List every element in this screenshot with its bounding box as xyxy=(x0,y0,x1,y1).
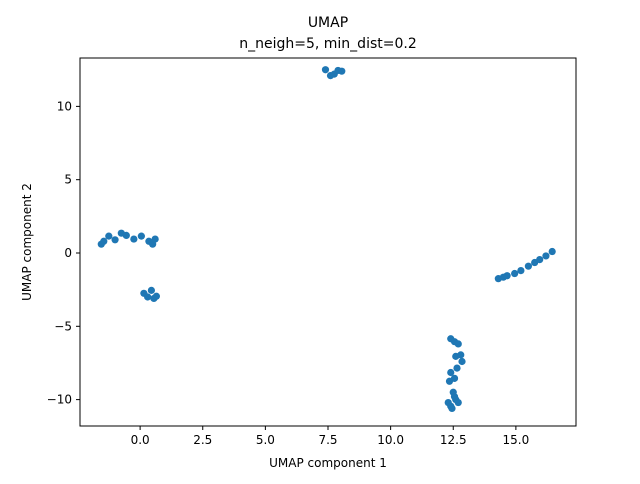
data-point xyxy=(447,368,455,377)
y-tick-label: −10 xyxy=(47,393,72,407)
data-point xyxy=(453,364,461,372)
data-point xyxy=(144,293,152,301)
y-tick-label: 10 xyxy=(57,99,72,113)
data-point xyxy=(130,235,138,243)
data-point xyxy=(147,286,155,294)
chart-subtitle: n_neigh=5, min_dist=0.2 xyxy=(239,36,417,52)
x-tick-label: 0.0 xyxy=(131,433,150,447)
x-tick-label: 2.5 xyxy=(193,433,212,447)
data-point xyxy=(137,232,145,240)
data-point xyxy=(511,269,519,278)
y-tick-label: 5 xyxy=(64,173,72,187)
x-axis-label: UMAP component 1 xyxy=(269,456,387,470)
data-point xyxy=(445,377,454,385)
data-point xyxy=(122,231,130,239)
data-point xyxy=(458,357,466,366)
data-point xyxy=(503,272,511,280)
data-point xyxy=(321,66,330,74)
y-axis-label: UMAP component 2 xyxy=(20,183,34,301)
x-axis: 0.0 2.5 5.0 7.5 10.0 12.5 15.0 xyxy=(131,426,530,447)
data-point xyxy=(536,255,544,264)
data-point xyxy=(524,262,533,270)
x-tick-label: 15.0 xyxy=(503,433,530,447)
data-point xyxy=(517,266,525,275)
chart-title: UMAP xyxy=(308,15,348,31)
data-point xyxy=(151,235,159,243)
data-point xyxy=(454,398,462,407)
x-tick-label: 10.0 xyxy=(377,433,404,447)
x-tick-label: 7.5 xyxy=(318,433,337,447)
y-axis: −10 −5 0 5 10 xyxy=(47,99,80,407)
data-point xyxy=(338,67,346,75)
data-point xyxy=(152,292,160,300)
y-tick-label: 0 xyxy=(64,246,72,260)
data-point xyxy=(100,237,108,245)
x-tick-label: 12.5 xyxy=(440,433,467,447)
data-point xyxy=(454,340,462,348)
data-point xyxy=(448,404,456,413)
y-tick-label: −5 xyxy=(54,319,72,333)
data-point xyxy=(457,351,465,359)
data-point xyxy=(111,236,119,244)
data-point xyxy=(542,252,550,260)
plot-content xyxy=(97,66,556,413)
x-tick-label: 5.0 xyxy=(256,433,275,447)
data-point xyxy=(105,232,113,240)
data-point xyxy=(548,247,556,256)
